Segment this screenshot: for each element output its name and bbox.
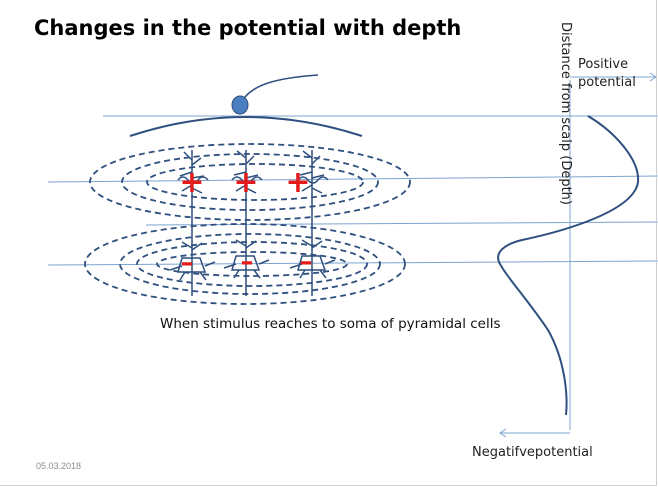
positive-label-line-1: Positive — [578, 57, 629, 72]
slide-date: 05.03.2018 — [36, 461, 82, 471]
depth-axis-label: Distance from scalp (Depth) — [558, 22, 573, 205]
scalp-electrode — [129, 74, 363, 137]
negative-arrow-head — [499, 428, 507, 438]
positive-potential-label: Positive potential — [578, 56, 636, 92]
negative-potential-label: Negatifvepotential — [472, 445, 593, 460]
upper-field-ellipse-2 — [121, 153, 379, 211]
pyramidal-cell-2 — [223, 150, 270, 296]
electrode-icon — [231, 95, 249, 115]
slide-title: Changes in the potential with depth — [34, 16, 462, 40]
lower-field-lines — [84, 223, 406, 305]
lower-field-ellipse-1 — [84, 223, 406, 305]
guide-line-upper — [47, 175, 658, 183]
positive-signs: + + + — [179, 165, 310, 200]
plus-sign-3: + — [285, 165, 310, 200]
potential-axis — [499, 72, 657, 438]
pyramidal-cell-3 — [289, 150, 336, 296]
negative-signs: – – – — [181, 247, 313, 278]
diagram-caption: When stimulus reaches to soma of pyramid… — [160, 316, 501, 332]
upper-field-lines — [89, 143, 411, 221]
positive-label-line-2: potential — [578, 75, 636, 90]
lower-field-ellipse-2 — [119, 233, 381, 295]
minus-sign-2: – — [241, 247, 254, 277]
guide-line-lower — [47, 260, 658, 266]
potential-curve — [497, 115, 640, 416]
minus-sign-1: – — [181, 248, 194, 278]
pyramidal-cell-1 — [169, 150, 216, 296]
plus-sign-1: + — [179, 165, 204, 200]
scalp-arc — [129, 116, 363, 137]
pyramidal-cells — [169, 150, 336, 296]
minus-sign-3: – — [300, 247, 313, 277]
plus-sign-2: + — [233, 165, 258, 200]
upper-field-ellipse-3 — [146, 163, 364, 201]
upper-field-ellipse-1 — [89, 143, 411, 221]
electrode-wire — [241, 74, 319, 102]
lower-field-ellipse-3 — [136, 241, 368, 287]
lower-field-ellipse-4 — [156, 251, 348, 277]
